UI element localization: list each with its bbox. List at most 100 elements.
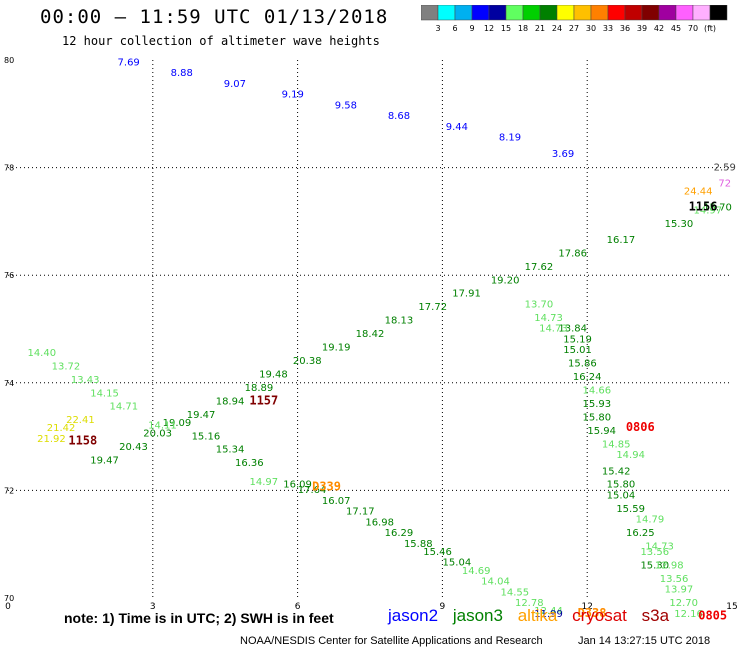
wave-height-point: 14.69 bbox=[462, 566, 491, 577]
x-tick-label: 9 bbox=[440, 602, 446, 612]
wave-height-point: 15.19 bbox=[563, 334, 592, 345]
wave-height-point: 14.15 bbox=[90, 388, 119, 399]
pass-label: 1157 bbox=[249, 393, 278, 407]
wave-height-point: 20.03 bbox=[143, 429, 172, 440]
chart-subtitle: 12 hour collection of altimeter wave hei… bbox=[62, 34, 380, 48]
color-scale-label: 12 bbox=[484, 24, 494, 33]
wave-height-point: 19.47 bbox=[187, 410, 216, 421]
wave-height-point: 14.40 bbox=[27, 348, 56, 359]
pass-label: 1158 bbox=[68, 434, 97, 448]
wave-height-point: 21.42 bbox=[47, 423, 76, 434]
wave-height-point: 15.16 bbox=[192, 431, 221, 442]
y-tick-label: 72 bbox=[4, 486, 14, 495]
wave-height-point: 16.07 bbox=[322, 496, 351, 507]
x-tick-label: 6 bbox=[295, 602, 301, 612]
color-scale-label: 15 bbox=[501, 24, 511, 33]
wave-height-point: 14.11 bbox=[148, 421, 177, 432]
wave-height-point: 19.19 bbox=[322, 343, 351, 354]
wave-height-point: 15.59 bbox=[616, 504, 645, 515]
wave-height-point: 21.92 bbox=[37, 434, 66, 445]
wave-height-point: 12.16 bbox=[674, 609, 703, 620]
wave-height-point: 15.80 bbox=[583, 412, 612, 423]
wave-height-point: 13.56 bbox=[640, 547, 669, 558]
wave-height-point: 15.80 bbox=[607, 480, 636, 491]
x-tick-label: 12 bbox=[581, 602, 592, 612]
satellite-label-cryosat: cryosat bbox=[572, 606, 627, 625]
wave-height-point: 16.25 bbox=[626, 528, 655, 539]
wave-height-point: 19.09 bbox=[163, 418, 192, 429]
wave-height-point: 14.73 bbox=[539, 324, 568, 335]
wave-height-point: 13.84 bbox=[558, 324, 587, 335]
wave-height-point: 15.42 bbox=[602, 466, 631, 477]
wave-height-point: 3.69 bbox=[552, 149, 574, 160]
wave-height-point: 19.48 bbox=[259, 369, 288, 380]
wave-height-point: 14.85 bbox=[602, 439, 631, 450]
wave-height-point: 15.70 bbox=[703, 203, 732, 214]
wave-height-point: 13.70 bbox=[525, 299, 554, 310]
pass-label: 1156 bbox=[689, 200, 718, 214]
pass-label: D339 bbox=[312, 479, 341, 493]
wave-height-point: 22.41 bbox=[66, 415, 95, 426]
color-scale-legend: 3 6 9 12 15 18 21 24 27 30 33 36 39 42 45 70 (ft) bbox=[421, 5, 728, 33]
satellite-legend: jason2 jason3 altika cryosat s3a bbox=[388, 606, 679, 626]
footer-note: note: 1) Time is in UTC; 2) SWH is in fe… bbox=[64, 610, 334, 626]
satellite-label-s3a: s3a bbox=[641, 606, 670, 625]
y-tick-label: 80 bbox=[4, 56, 14, 65]
wave-height-point: 17.86 bbox=[558, 248, 587, 259]
wave-height-point: 12.98 bbox=[655, 560, 684, 571]
wave-height-point: 16.24 bbox=[573, 372, 602, 383]
wave-height-point: 11.99 bbox=[534, 609, 563, 620]
wave-height-point: 8.68 bbox=[388, 111, 410, 122]
color-scale-label: (ft) bbox=[704, 24, 716, 33]
color-scale-label: 24 bbox=[552, 24, 562, 33]
color-scale-label: 3 bbox=[435, 24, 440, 33]
wave-height-point: 17.72 bbox=[418, 302, 447, 313]
satellite-label-jason2: jason2 bbox=[388, 606, 439, 625]
credit-line: NOAA/NESDIS Center for Satellite Applica… bbox=[240, 635, 543, 647]
y-tick-label: 70 bbox=[4, 594, 14, 603]
color-scale-label: 33 bbox=[603, 24, 613, 33]
wave-height-point: 20.43 bbox=[119, 442, 148, 453]
wave-height-point: 16.09 bbox=[283, 480, 312, 491]
wave-height-point: 19.47 bbox=[90, 456, 119, 467]
wave-height-point: 13.56 bbox=[660, 574, 689, 585]
wave-height-point: 13.97 bbox=[665, 585, 694, 596]
wave-height-point: 18.42 bbox=[356, 329, 385, 340]
color-scale-label: 21 bbox=[535, 24, 545, 33]
color-scale-label: 39 bbox=[637, 24, 647, 33]
wave-height-point: 15.30 bbox=[640, 560, 669, 571]
wave-height-point: 15.01 bbox=[563, 345, 592, 356]
color-scale-label: 42 bbox=[654, 24, 664, 33]
y-tick-label: 76 bbox=[4, 271, 14, 280]
y-tick-label: 78 bbox=[4, 164, 14, 173]
color-scale-label: 36 bbox=[620, 24, 630, 33]
wave-height-point: 17.17 bbox=[346, 507, 375, 518]
x-tick-label: 3 bbox=[150, 602, 156, 612]
wave-height-point: 16.29 bbox=[385, 528, 414, 539]
wave-height-point: 14.73 bbox=[534, 313, 563, 324]
wave-height-point: 9.44 bbox=[446, 122, 468, 133]
wave-height-point: 18.13 bbox=[385, 316, 414, 327]
wave-height-point: 15.94 bbox=[587, 426, 616, 437]
color-scale-label: 70 bbox=[688, 24, 698, 33]
wave-height-point: 14.55 bbox=[500, 587, 529, 598]
chart-title: 00:00 – 11:59 UTC 01/13/2018 bbox=[40, 6, 389, 28]
color-scale-label: 18 bbox=[518, 24, 528, 33]
satellite-label-jason3: jason3 bbox=[452, 606, 503, 625]
x-tick-label: 0 bbox=[5, 602, 11, 612]
wave-height-point: 14.97 bbox=[694, 205, 723, 216]
color-scale-label: 9 bbox=[469, 24, 474, 33]
wave-height-point: 24.44 bbox=[684, 187, 713, 198]
wave-height-point: 12.78 bbox=[515, 598, 544, 609]
wave-height-point: 15.30 bbox=[665, 219, 694, 230]
wave-height-point: 14.97 bbox=[249, 477, 278, 488]
wave-height-point: 16.98 bbox=[365, 517, 394, 528]
pass-label: D338 bbox=[578, 606, 607, 620]
pass-label: 0805 bbox=[698, 609, 727, 623]
wave-height-point: 14.94 bbox=[616, 450, 645, 461]
wave-height-point: 15.86 bbox=[568, 359, 597, 370]
wave-height-point: 2.59 bbox=[714, 162, 736, 173]
color-scale-label: 27 bbox=[569, 24, 579, 33]
